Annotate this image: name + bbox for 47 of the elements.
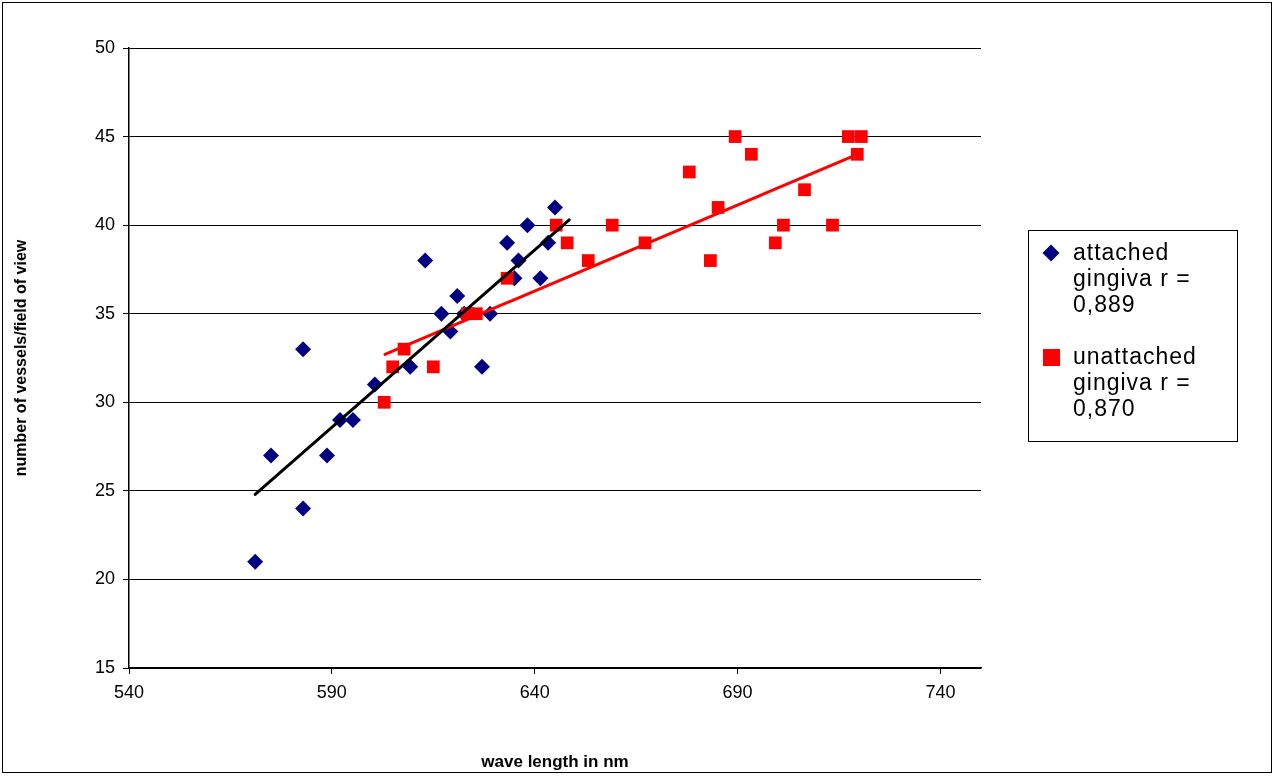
point: [499, 234, 516, 251]
point: [344, 412, 361, 428]
x-tick-label: 640: [519, 681, 550, 702]
point: [777, 218, 790, 232]
point: [473, 358, 490, 375]
x-axis-title: wave length in nm: [480, 752, 629, 772]
point: [426, 360, 440, 374]
x-tick-label: 540: [113, 681, 145, 702]
y-tick-label: 50: [94, 36, 115, 57]
point: [295, 341, 312, 358]
point: [682, 165, 696, 179]
point: [728, 130, 742, 143]
x-tick-label: 740: [925, 681, 956, 702]
x-tick-label: 690: [722, 681, 753, 702]
x-tick-label: 590: [316, 681, 347, 702]
point: [449, 288, 466, 304]
y-tick-label: 45: [94, 125, 115, 146]
point: [417, 252, 434, 269]
point: [295, 500, 312, 517]
legend-label: unattached gingiva r = 0,870: [1073, 343, 1197, 421]
point: [768, 236, 782, 250]
y-tick-label: 40: [94, 214, 115, 235]
point: [247, 553, 264, 570]
point: [850, 147, 864, 161]
point: [547, 199, 563, 216]
point: [318, 447, 335, 464]
point: [433, 305, 450, 322]
point: [560, 236, 574, 250]
point: [745, 147, 758, 161]
y-axis-title: number of vessels/field of view: [12, 239, 30, 477]
point: [377, 395, 391, 409]
point: [826, 218, 839, 232]
point: [605, 218, 619, 232]
point: [519, 217, 536, 234]
y-tick-label: 20: [94, 568, 115, 589]
y-tick-label: 15: [94, 656, 115, 677]
point: [532, 270, 549, 287]
y-tick-label: 35: [94, 302, 115, 323]
point: [854, 130, 868, 143]
legend-label: attached gingiva r = 0,889: [1073, 239, 1191, 317]
point: [798, 183, 811, 197]
y-tick-label: 30: [94, 391, 115, 412]
point: [263, 447, 279, 464]
point: [841, 130, 855, 143]
point: [704, 254, 717, 267]
y-tick-label: 25: [94, 479, 115, 500]
point: [581, 254, 595, 267]
